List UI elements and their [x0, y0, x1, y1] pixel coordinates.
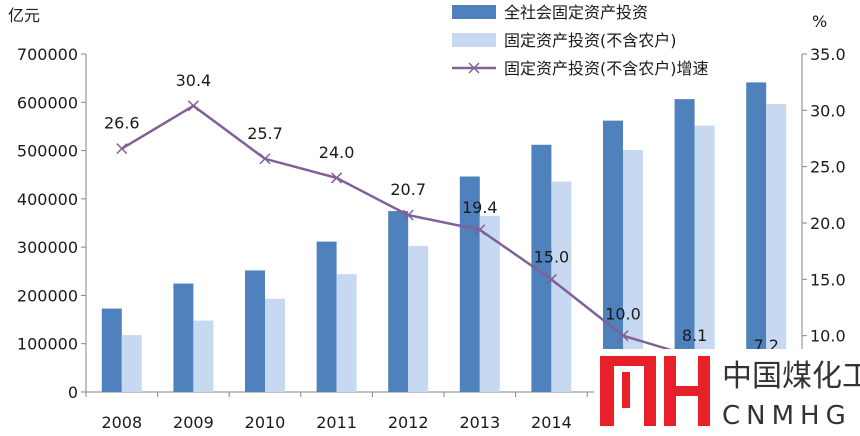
- y-left-tick-label: 0: [68, 383, 78, 402]
- growth-data-label: 8.1: [682, 326, 707, 345]
- x-tick-label: 2010: [245, 413, 286, 432]
- watermark-logo-stroke: [622, 372, 630, 408]
- bars: [101, 82, 787, 393]
- y-left-unit-label: 亿元: [8, 6, 40, 25]
- x-tick-label: 2012: [388, 413, 429, 432]
- y-left-tick-label: 400000: [17, 190, 78, 209]
- growth-point-marker: [402, 209, 414, 221]
- y-left-tick-label: 700000: [17, 45, 78, 64]
- growth-data-label: 10.0: [605, 305, 641, 324]
- y-right-ticks: 10.0 15.0 20.0 25.0 30.0 35.0: [802, 45, 846, 346]
- legend-swatch: [452, 5, 496, 19]
- bar-investment-excl-rural: [408, 245, 429, 392]
- y-right-tick-label: 30.0: [810, 101, 846, 120]
- growth-data-label: 19.4: [462, 198, 498, 217]
- y-right-tick-label: 35.0: [810, 45, 846, 64]
- watermark-chinese-text: 中国煤化工: [722, 359, 860, 394]
- watermark-logo-stroke: [644, 356, 656, 426]
- y-right-tick-label: 20.0: [810, 214, 846, 233]
- bar-investment-excl-rural: [265, 298, 285, 392]
- growth-series-line: [121, 104, 767, 369]
- bar-investment-excl-rural: [479, 215, 500, 392]
- x-tick-label: 2013: [459, 413, 500, 432]
- growth-point-marker: [617, 330, 629, 342]
- growth-data-label: 20.7: [390, 180, 426, 199]
- growth-data-label: 24.0: [319, 143, 355, 162]
- watermark-english-text: CNMHG: [722, 401, 852, 431]
- x-tick-label: 2014: [531, 413, 572, 432]
- bar-investment-excl-rural: [694, 125, 715, 393]
- bar-total-investment: [245, 270, 265, 392]
- bar-investment-excl-rural: [193, 320, 214, 392]
- bar-total-investment: [316, 241, 337, 392]
- y-left-ticks: 0 100000 200000 300000 400000 500000 600000 700…: [17, 45, 86, 402]
- x-tick-label: 2008: [101, 413, 142, 432]
- growth-point-marker: [259, 153, 271, 165]
- x-tick-label: 2009: [173, 413, 214, 432]
- legend-label: 全社会固定资产投资: [504, 3, 648, 22]
- bar-total-investment: [674, 99, 695, 392]
- y-right-tick-label: 15.0: [810, 270, 846, 289]
- y-left-tick-label: 200000: [17, 286, 78, 305]
- y-right-tick-label: 25.0: [810, 158, 846, 177]
- growth-line: [116, 100, 772, 373]
- bar-total-investment: [746, 82, 767, 392]
- growth-point-marker: [187, 100, 199, 112]
- growth-data-label: 26.6: [104, 114, 140, 133]
- y-right-unit-label: %: [812, 12, 827, 31]
- growth-point-marker: [331, 172, 343, 184]
- y-right-tick-label: 10.0: [810, 327, 846, 346]
- watermark-logo-stroke: [600, 356, 614, 426]
- y-left-tick-label: 600000: [17, 93, 78, 112]
- watermark-logo-stroke: [676, 386, 698, 396]
- legend-label: 固定资产投资(不含农户)增速: [504, 59, 709, 78]
- bar-total-investment: [173, 283, 194, 392]
- growth-point-marker: [545, 273, 557, 285]
- growth-data-label: 25.7: [247, 124, 283, 143]
- y-left-tick-label: 300000: [17, 238, 78, 257]
- bar-total-investment: [388, 211, 409, 392]
- bar-investment-excl-rural: [336, 274, 357, 392]
- data-labels: 26.630.425.724.020.719.415.010.08.17.2: [104, 71, 779, 355]
- bar-total-investment: [101, 308, 122, 392]
- bar-investment-excl-rural: [121, 335, 142, 392]
- watermark-logo-stroke: [614, 356, 644, 366]
- y-left-tick-label: 500000: [17, 142, 78, 161]
- bar-total-investment: [459, 176, 480, 392]
- watermark-logo-stroke: [698, 356, 710, 426]
- growth-point-marker: [474, 224, 486, 236]
- y-left-tick-label: 100000: [17, 335, 78, 354]
- x-tick-label: 2011: [316, 413, 357, 432]
- watermark: 中国煤化工 CNMHG: [594, 349, 860, 432]
- growth-data-label: 30.4: [176, 71, 212, 90]
- bar-investment-excl-rural: [766, 103, 787, 393]
- bar-total-investment: [531, 144, 552, 392]
- watermark-logo-mark: [600, 356, 710, 426]
- legend-swatch: [452, 33, 496, 47]
- legend-label: 固定资产投资(不含农户): [504, 31, 677, 50]
- growth-point-marker: [116, 143, 128, 155]
- watermark-logo-stroke: [664, 356, 676, 426]
- legend-marker: [468, 62, 480, 74]
- growth-data-label: 15.0: [534, 247, 570, 266]
